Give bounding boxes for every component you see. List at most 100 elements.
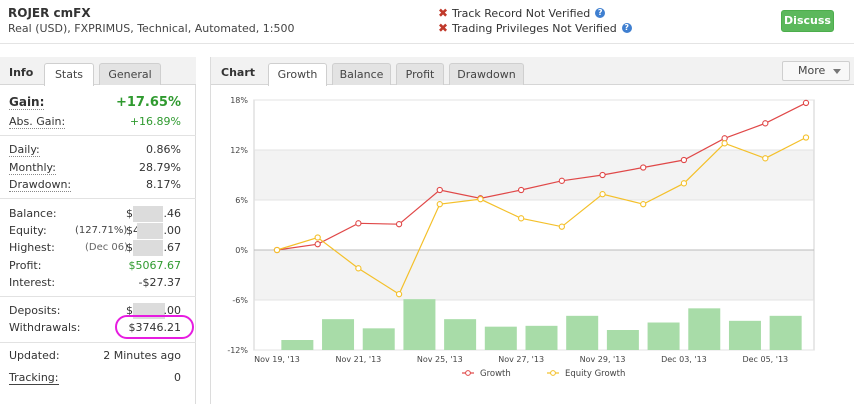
volume-bar[interactable] [688, 308, 721, 350]
daily-value: 0.86% [146, 143, 181, 156]
equity-label: Equity: [9, 224, 47, 237]
growth-point[interactable] [802, 99, 810, 107]
highest-date: (Dec 06) [85, 242, 129, 253]
growth-point[interactable] [599, 171, 606, 179]
redacted-mask [133, 240, 163, 256]
equity-growth-point[interactable] [518, 215, 525, 222]
equity-value-prefix: $4 [126, 224, 140, 237]
help-icon[interactable]: ? [595, 8, 606, 18]
highest-row: Highest: (Dec 06) $ .67 [9, 240, 181, 256]
volume-bar[interactable] [444, 319, 477, 350]
daily-label[interactable]: Daily: [9, 143, 40, 157]
volume-bar[interactable] [525, 325, 558, 350]
volume-bar[interactable] [769, 315, 802, 350]
daily-row: Daily: 0.86% [9, 143, 181, 158]
y-tick-label: -12% [227, 346, 248, 355]
growth-point[interactable] [680, 156, 688, 164]
interest-row: Interest: -$27.37 [9, 276, 181, 291]
tab-growth[interactable]: Growth [268, 63, 327, 86]
chart-tab-bar: Chart Growth Balance Profit Drawdown Mor… [211, 57, 854, 86]
equity-growth-point[interactable] [395, 291, 403, 298]
deposits-value-suffix: .00 [163, 304, 182, 317]
equity-growth-point[interactable] [721, 140, 728, 147]
balance-label: Balance: [9, 207, 57, 220]
trading-privileges-label: Trading Privileges Not Verified [452, 21, 617, 35]
highest-value-prefix: $ [126, 241, 133, 254]
equity-growth-point[interactable] [558, 223, 565, 230]
volume-bar[interactable] [566, 315, 599, 350]
monthly-value: 28.79% [139, 161, 181, 174]
growth-point[interactable] [640, 164, 647, 171]
account-name[interactable]: ROJER cmFX [8, 6, 91, 20]
growth-point[interactable] [558, 177, 565, 184]
help-icon[interactable]: ? [621, 23, 632, 33]
info-panel: Info Stats General Gain: +17.65% Abs. Ga… [0, 57, 196, 404]
tab-profit[interactable]: Profit [396, 63, 444, 85]
monthly-label[interactable]: Monthly: [9, 161, 56, 175]
equity-growth-point[interactable] [640, 201, 647, 208]
volume-bar[interactable] [647, 322, 680, 351]
equity-growth-point[interactable] [436, 201, 443, 208]
profit-row: Profit: $5067.67 [9, 259, 181, 274]
profit-value: $5067.67 [128, 259, 182, 272]
equity-growth-point[interactable] [314, 234, 321, 241]
x-tick-label: Dec 03, '13 [661, 355, 707, 364]
growth-point[interactable] [762, 120, 769, 127]
deposits-label: Deposits: [9, 304, 61, 317]
divider [0, 135, 196, 136]
balance-value-suffix: .46 [163, 207, 182, 220]
gain-label[interactable]: Gain: [9, 95, 45, 110]
updated-label: Updated: [9, 349, 60, 362]
divider [0, 296, 196, 297]
chart-title: Chart [221, 66, 256, 79]
legend-equity-growth-label[interactable]: Equity Growth [565, 369, 625, 379]
tracking-label[interactable]: Tracking: [9, 371, 59, 385]
growth-point[interactable] [518, 186, 525, 194]
y-tick-label: 18% [230, 96, 248, 105]
redacted-mask [137, 223, 163, 239]
equity-growth-point[interactable] [477, 196, 484, 203]
abs-gain-label[interactable]: Abs. Gain: [9, 115, 66, 129]
equity-growth-point[interactable] [273, 246, 281, 254]
volume-bar[interactable] [281, 340, 314, 350]
growth-point[interactable] [355, 220, 362, 227]
withdrawals-label: Withdrawals: [9, 321, 81, 334]
tab-balance[interactable]: Balance [332, 63, 391, 85]
track-record-label: Track Record Not Verified [452, 6, 591, 20]
tab-drawdown[interactable]: Drawdown [449, 63, 524, 85]
gain-row: Gain: +17.65% [9, 96, 181, 111]
deposits-value-prefix: $ [126, 304, 133, 317]
equity-growth-point[interactable] [802, 134, 810, 141]
volume-bar[interactable] [484, 326, 517, 350]
legend-growth-label[interactable]: Growth [480, 369, 511, 379]
equity-growth-point[interactable] [762, 155, 769, 162]
drawdown-row: Drawdown: 8.17% [9, 178, 181, 193]
equity-growth-point[interactable] [355, 265, 362, 272]
growth-point[interactable] [314, 241, 321, 248]
more-dropdown[interactable]: More [782, 61, 850, 81]
volume-bar[interactable] [403, 299, 436, 350]
growth-point[interactable] [721, 135, 728, 142]
equity-growth-line [276, 136, 807, 296]
volume-bar[interactable] [606, 330, 639, 350]
equity-growth-point[interactable] [680, 180, 688, 187]
drawdown-value: 8.17% [146, 178, 181, 191]
volume-bar[interactable] [362, 328, 395, 350]
interest-value: -$27.37 [138, 276, 181, 289]
legend-equity-growth-marker [550, 370, 556, 376]
equity-growth-point[interactable] [599, 191, 606, 198]
volume-bar[interactable] [322, 319, 355, 350]
tab-general[interactable]: General [99, 63, 161, 85]
discuss-button[interactable]: Discuss [781, 10, 834, 32]
growth-point[interactable] [395, 221, 403, 228]
tab-stats[interactable]: Stats [44, 63, 94, 86]
volume-bar[interactable] [728, 320, 761, 350]
drawdown-label[interactable]: Drawdown: [9, 178, 72, 192]
withdrawals-row: Withdrawals: $3746.21 [9, 321, 181, 336]
x-tick-label: Nov 19, '13 [254, 355, 300, 364]
growth-point[interactable] [436, 186, 443, 194]
more-label: More [798, 64, 826, 77]
legend-growth-marker [465, 370, 471, 376]
abs-gain-row: Abs. Gain: +16.89% [9, 115, 181, 130]
plot-border [253, 99, 815, 351]
